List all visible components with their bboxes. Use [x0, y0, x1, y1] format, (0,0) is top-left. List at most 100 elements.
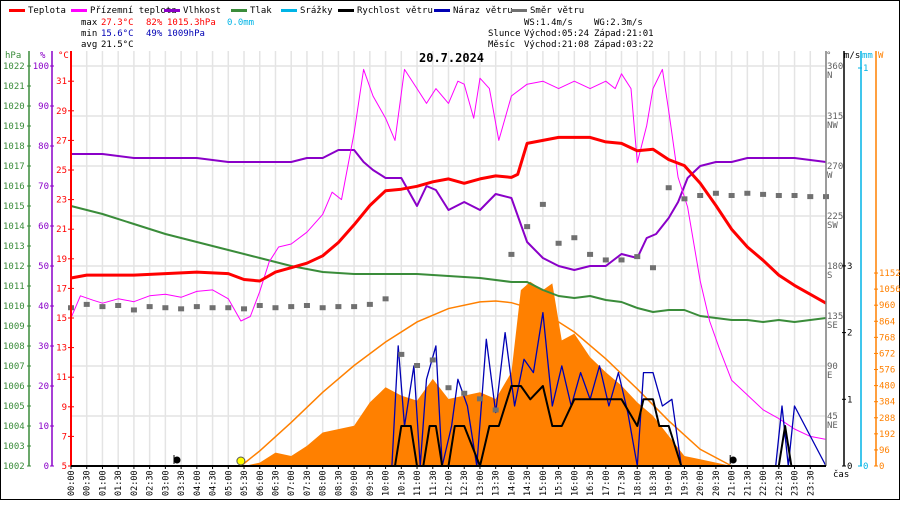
legend-swatch	[9, 9, 25, 12]
x-tick-label: 05:00	[224, 470, 234, 496]
x-tick-label: 21:30	[743, 470, 753, 496]
x-tick-label: 08:30	[334, 470, 344, 496]
marker-layer	[173, 455, 737, 466]
legend-label: Teplota	[28, 6, 66, 16]
wind-direction-point	[398, 351, 405, 357]
wind-direction-point	[193, 304, 200, 310]
pressure-tick-label: 1019	[3, 122, 25, 132]
pressure-tick-label: 1014	[3, 222, 25, 232]
direction-axis-unit: °	[826, 51, 831, 61]
legend-swatch	[281, 9, 297, 12]
wind-direction-point	[649, 265, 656, 271]
wind-tick-label: 1	[847, 395, 852, 405]
wind-direction-point	[288, 304, 295, 310]
pressure-line	[70, 205, 827, 323]
x-tick-label: 00:30	[83, 470, 93, 496]
direction-tick-label: 135	[827, 312, 843, 322]
wind-direction-point	[508, 251, 515, 257]
x-tick-label: 09:30	[366, 470, 376, 496]
pressure-tick-label: 1007	[3, 362, 25, 372]
wind-direction-point	[303, 303, 310, 308]
wind-direction-point	[524, 224, 531, 230]
moonset-icon	[173, 456, 181, 464]
pressure-tick-label: 1005	[3, 402, 25, 412]
x-tick-label: 17:30	[618, 470, 628, 496]
x-tick-label: 18:30	[649, 470, 659, 496]
max-label: max	[81, 18, 98, 28]
humidity-tick-label: 50	[38, 262, 49, 272]
legend-label: Směr větru	[530, 6, 584, 16]
wind-gust-line	[71, 311, 827, 467]
wind-tick-label: 3	[847, 262, 852, 272]
wind-direction-point	[539, 201, 546, 207]
solar-tick-label: 288	[879, 414, 895, 424]
wind-direction-point	[807, 194, 814, 200]
axes-layer: hPa1002100310041005100610071008100910101…	[3, 51, 900, 496]
direction-compass-label: SW	[827, 221, 838, 231]
pressure-tick-label: 1020	[3, 102, 25, 112]
humidity-tick-label: 80	[38, 142, 49, 152]
x-tick-label: 02:30	[146, 470, 156, 496]
x-tick-label: 19:00	[665, 470, 675, 496]
min-humidity: 49%	[146, 29, 163, 39]
temperature-tick-label: 31	[56, 77, 67, 87]
humidity-line	[71, 149, 827, 271]
temperature-axis-unit: °C	[58, 51, 69, 61]
x-tick-label: 16:30	[586, 470, 596, 496]
wind-direction-point	[241, 306, 248, 312]
x-tick-label: 11:00	[413, 470, 423, 496]
wind-direction-point	[618, 257, 625, 263]
wind-direction-point	[178, 306, 185, 312]
x-tick-label: 02:00	[130, 470, 140, 496]
x-tick-label: 21:00	[728, 470, 738, 496]
x-tick-label: 06:00	[256, 470, 266, 496]
direction-tick-label: 315	[827, 112, 843, 122]
moon-label: Měsíc	[488, 40, 515, 50]
x-tick-label: 20:00	[696, 470, 706, 496]
direction-compass-label: S	[827, 271, 832, 281]
wind-direction-point	[744, 190, 751, 196]
pressure-tick-label: 1008	[3, 342, 25, 352]
solar-tick-label: 0	[879, 462, 884, 472]
wind-tick-label: 0	[847, 462, 852, 472]
humidity-tick-label: 0	[44, 462, 49, 472]
solar-tick-label: 960	[879, 301, 895, 311]
x-tick-label: 09:00	[350, 470, 360, 496]
pressure-tick-label: 1010	[3, 302, 25, 312]
solar-axis-unit: W	[878, 51, 884, 61]
wind-tick-label: 2	[847, 329, 852, 339]
wind-direction-point	[681, 196, 688, 202]
temperature-line	[70, 135, 827, 305]
avg-temp: 21.5°C	[101, 40, 134, 50]
wind-direction-point	[555, 240, 562, 246]
legend-label: Přízemní teplota	[90, 6, 177, 16]
humidity-tick-label: 100	[33, 62, 49, 72]
x-tick-label: 20:30	[712, 470, 722, 496]
x-axis-label: čas	[833, 469, 849, 480]
x-tick-label: 10:30	[397, 470, 407, 496]
legend-label: Srážky	[300, 6, 333, 16]
sunrise-icon	[236, 456, 246, 466]
x-tick-label: 13:30	[492, 470, 502, 496]
x-tick-label: 23:30	[806, 470, 816, 496]
sunset-moonrise-icon	[729, 456, 737, 464]
pressure-tick-label: 1022	[3, 62, 25, 72]
legend-label: Rychlost větru	[357, 6, 433, 16]
solar-tick-label: 96	[879, 446, 890, 456]
max-pressure: 1015.3hPa	[167, 18, 216, 28]
wind-direction-point	[335, 304, 342, 310]
pressure-tick-label: 1009	[3, 322, 25, 332]
pressure-tick-label: 1015	[3, 202, 25, 212]
wind-direction-point	[712, 190, 719, 196]
humidity-tick-label: 60	[38, 222, 49, 232]
pressure-tick-label: 1018	[3, 142, 25, 152]
temperature-tick-label: 21	[56, 225, 67, 235]
temperature-tick-label: 17	[56, 284, 67, 294]
pressure-tick-label: 1002	[3, 462, 25, 472]
temperature-tick-label: 15	[56, 314, 67, 324]
x-tick-label: 10:00	[382, 470, 392, 496]
legend-label: Náraz větru	[453, 6, 513, 16]
stats-block: max 27.3°C 82% 1015.3hPa 0.0mm min 15.6°…	[81, 18, 654, 50]
humidity-tick-label: 20	[38, 382, 49, 392]
